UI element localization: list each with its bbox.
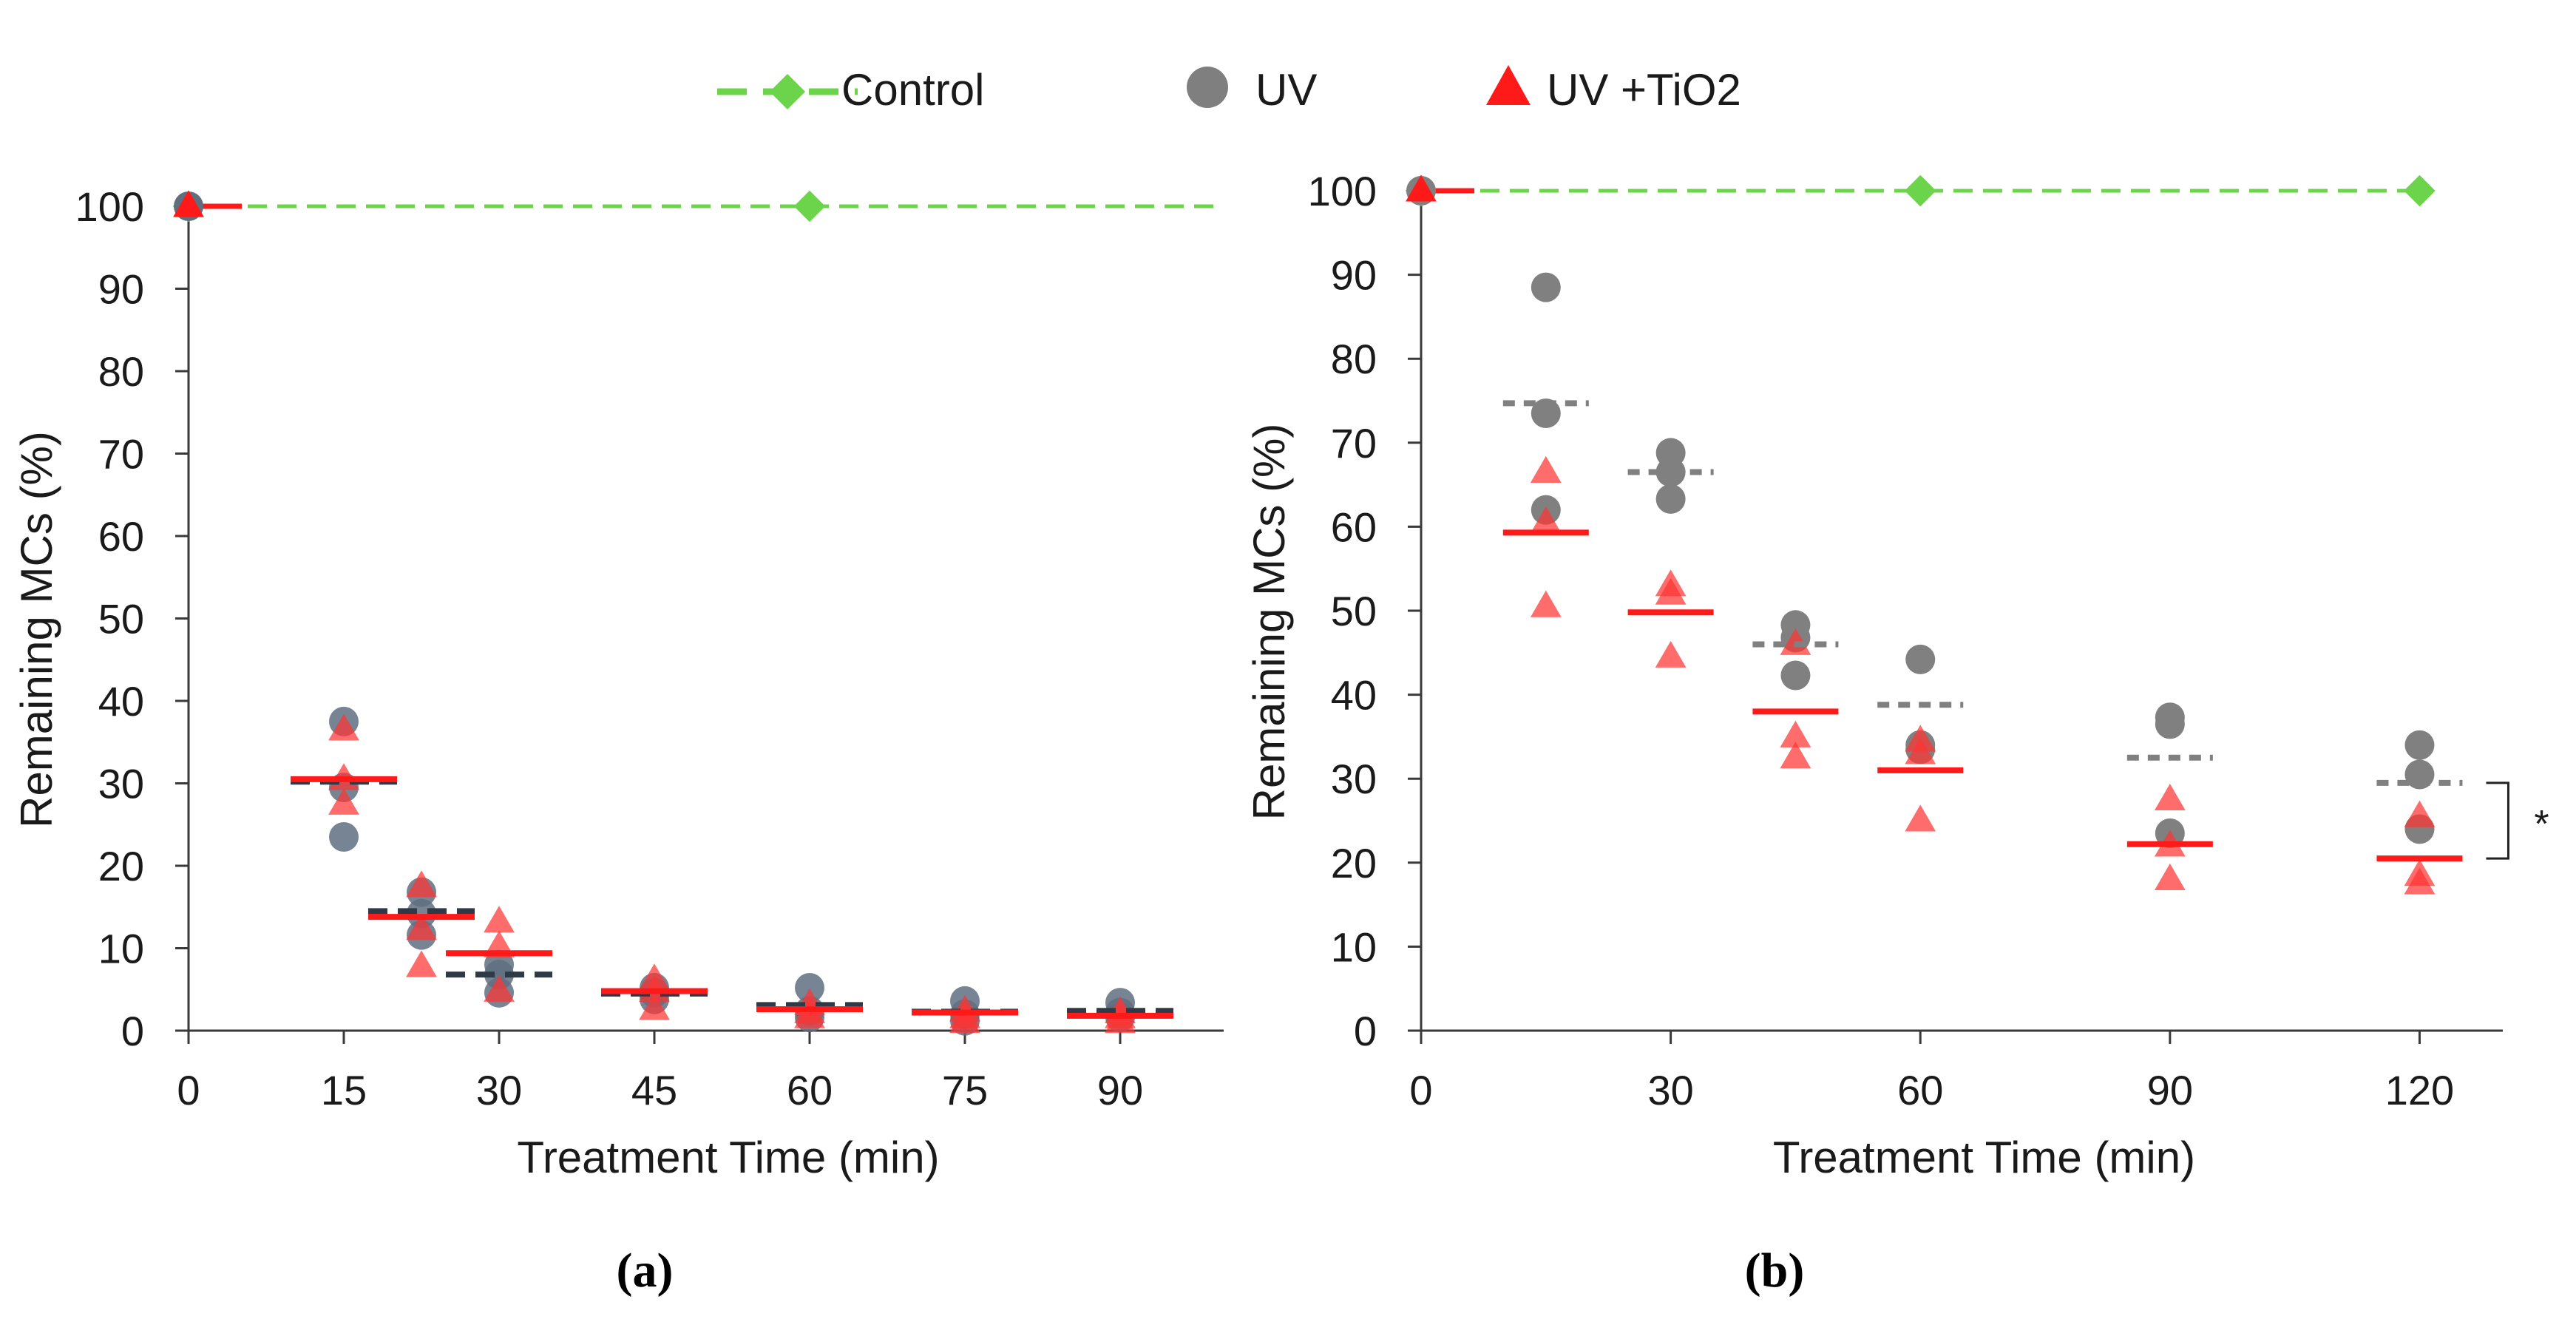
tio2-point bbox=[639, 993, 670, 1020]
x-tick-label: 90 bbox=[1097, 1067, 1143, 1113]
chart-panel-a: 0 10 20 30 40 50 60 70 80 90 100 0 15 30 45 60 75 90 Treat… bbox=[12, 183, 1224, 1182]
x-tick-label: 75 bbox=[942, 1067, 988, 1113]
y-tick-label: 70 bbox=[98, 431, 144, 478]
tio2-point bbox=[1780, 742, 1811, 769]
uv-point bbox=[329, 821, 359, 852]
control-point bbox=[2404, 174, 2436, 207]
y-tick-label: 0 bbox=[121, 1008, 144, 1054]
x-tick-label: 90 bbox=[2147, 1067, 2193, 1113]
legend: Control UV UV +TiO2 bbox=[717, 65, 1741, 115]
x-tick-label: 0 bbox=[1409, 1067, 1432, 1113]
x-tick-label: 30 bbox=[476, 1067, 522, 1113]
uv-point bbox=[1905, 644, 1936, 674]
tio2-point bbox=[484, 906, 515, 933]
uv-point bbox=[1655, 484, 1686, 514]
uv-point bbox=[1531, 272, 1561, 302]
significance-label: * bbox=[2534, 803, 2549, 846]
tio2-point bbox=[1905, 804, 1936, 832]
x-tick-label: 120 bbox=[2385, 1067, 2454, 1113]
significance-bracket bbox=[2486, 781, 2509, 860]
x-axis-title: Treatment Time (min) bbox=[517, 1133, 939, 1182]
y-tick-label: 20 bbox=[1331, 840, 1377, 886]
tio2-point bbox=[1530, 590, 1562, 617]
y-tick-label: 80 bbox=[98, 348, 144, 395]
control-point bbox=[793, 190, 826, 223]
tio2-point bbox=[328, 787, 359, 815]
legend-tio2-triangle-icon bbox=[1486, 65, 1531, 105]
y-tick-label: 0 bbox=[1354, 1008, 1377, 1054]
legend-uv-label: UV bbox=[1255, 65, 1317, 115]
control-point bbox=[1905, 174, 1936, 207]
y-tick-label: 20 bbox=[98, 843, 144, 889]
tio2-point bbox=[484, 974, 515, 1002]
tio2-point bbox=[1655, 640, 1687, 668]
uv-point bbox=[484, 960, 514, 990]
y-tick-label: 60 bbox=[98, 513, 144, 560]
tio2-point-start bbox=[1406, 174, 1437, 202]
legend-tio2-label: UV +TiO2 bbox=[1547, 65, 1741, 115]
tio2-point-start bbox=[173, 190, 204, 217]
tio2-point bbox=[1905, 737, 1936, 764]
y-tick-label: 30 bbox=[98, 761, 144, 807]
tio2-point bbox=[2154, 783, 2186, 811]
tio2-point bbox=[1530, 506, 1562, 534]
x-tick-label: 30 bbox=[1647, 1067, 1693, 1113]
tio2-point bbox=[1655, 577, 1687, 605]
tio2-point bbox=[949, 1006, 980, 1034]
uv-point bbox=[2404, 730, 2435, 760]
x-tick-label: 45 bbox=[631, 1067, 677, 1113]
legend-uv-circle-icon bbox=[1187, 67, 1228, 108]
y-axis-title: Remaining MCs (%) bbox=[1244, 424, 1294, 821]
legend-control: Control bbox=[717, 65, 984, 115]
x-tick-label: 0 bbox=[177, 1067, 200, 1113]
tio2-point bbox=[2404, 867, 2436, 895]
tio2-point bbox=[1780, 720, 1811, 747]
tio2-point bbox=[406, 870, 437, 898]
uv-point bbox=[795, 973, 824, 1003]
y-tick-label: 100 bbox=[1308, 168, 1377, 214]
legend-control-label: Control bbox=[841, 65, 984, 115]
legend-uv: UV bbox=[1187, 65, 1317, 115]
y-tick-label: 40 bbox=[1331, 672, 1377, 719]
tio2-point bbox=[406, 950, 437, 977]
y-tick-label: 70 bbox=[1331, 420, 1377, 467]
tio2-point bbox=[328, 713, 359, 741]
legend-tio2: UV +TiO2 bbox=[1486, 65, 1741, 115]
y-tick-label: 50 bbox=[98, 596, 144, 642]
tio2-point bbox=[2404, 800, 2436, 827]
y-tick-label: 100 bbox=[75, 183, 144, 230]
tio2-point bbox=[2154, 863, 2186, 890]
y-tick-label: 90 bbox=[98, 266, 144, 313]
x-tick-label: 60 bbox=[1897, 1067, 1943, 1113]
y-tick-label: 80 bbox=[1331, 336, 1377, 382]
tio2-point bbox=[406, 913, 437, 940]
uv-point bbox=[1780, 660, 1811, 691]
y-tick-label: 10 bbox=[98, 926, 144, 972]
tio2-point bbox=[794, 1001, 825, 1028]
x-tick-label: 15 bbox=[321, 1067, 367, 1113]
y-tick-label: 60 bbox=[1331, 503, 1377, 550]
legend-control-diamond-icon bbox=[769, 73, 806, 110]
x-axis-title: Treatment Time (min) bbox=[1773, 1133, 2195, 1182]
chart-panel-b: 0 10 20 30 40 50 60 70 80 90 100 0 30 60 90 120 Treatmen… bbox=[1244, 168, 2549, 1182]
tio2-point bbox=[1105, 1006, 1136, 1034]
tio2-point bbox=[1530, 455, 1562, 483]
uv-point bbox=[2155, 709, 2185, 739]
y-axis-title: Remaining MCs (%) bbox=[12, 431, 61, 828]
y-tick-label: 50 bbox=[1331, 588, 1377, 634]
panel-label-b: (b) bbox=[1745, 1244, 1805, 1298]
y-tick-label: 40 bbox=[98, 678, 144, 725]
y-tick-label: 30 bbox=[1331, 756, 1377, 802]
panel-label-a: (a) bbox=[617, 1244, 674, 1298]
y-tick-label: 10 bbox=[1331, 923, 1377, 970]
x-tick-label: 60 bbox=[787, 1067, 833, 1113]
y-tick-label: 90 bbox=[1331, 252, 1377, 299]
